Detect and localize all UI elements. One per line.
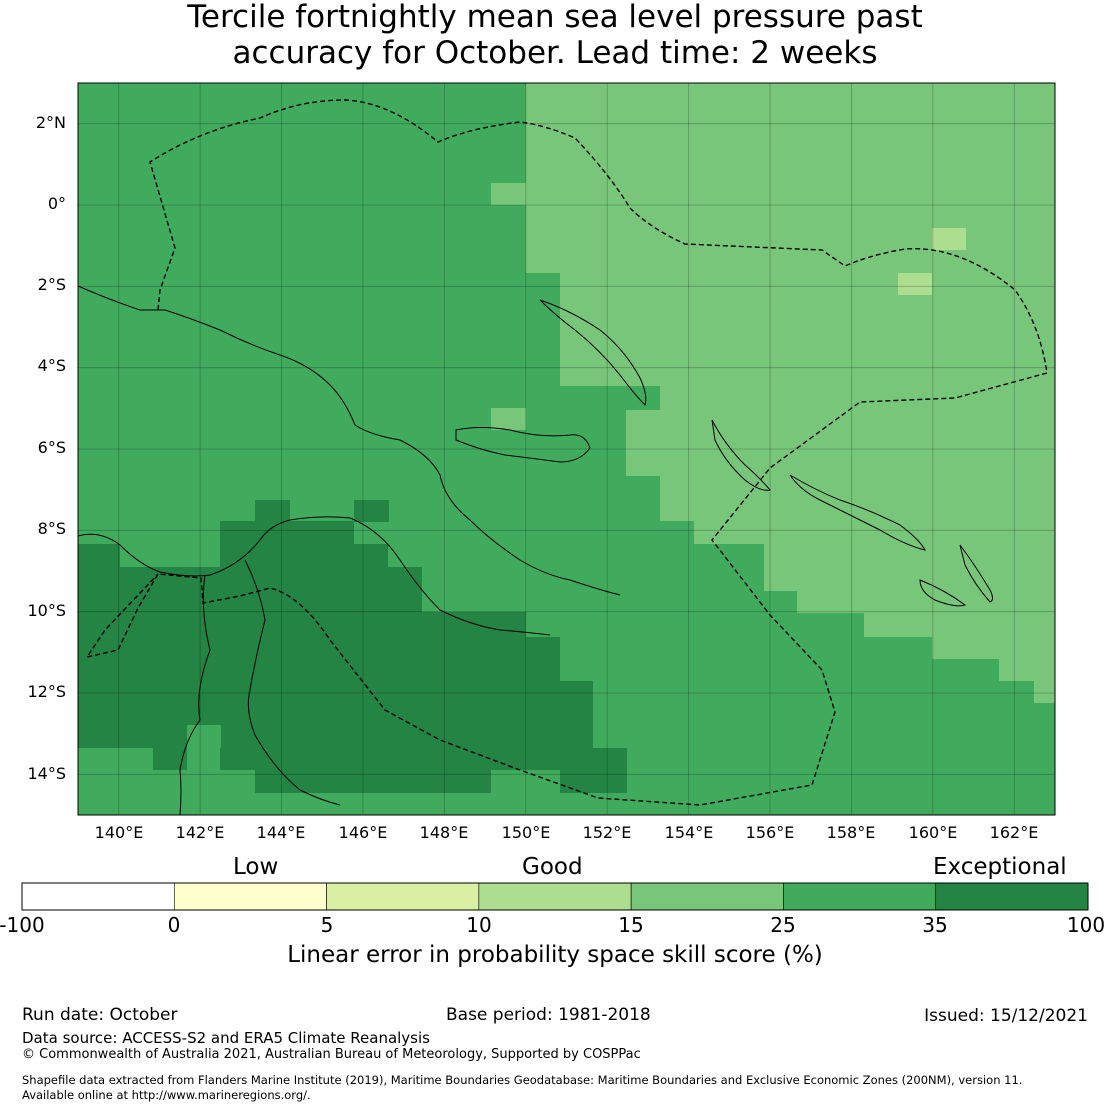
skill-region-25-35 <box>187 725 221 748</box>
colorbar-tick: 25 <box>770 913 796 937</box>
colorbar-tick: 35 <box>922 913 948 937</box>
lat-label: 14°S <box>27 764 66 783</box>
colorbar-tick: -100 <box>0 913 45 937</box>
eez-boundary-png <box>85 99 1048 806</box>
map-frame <box>77 82 1056 816</box>
lon-label: 150°E <box>501 823 551 842</box>
title-line-1: Tercile fortnightly mean sea level press… <box>187 0 923 35</box>
colorbar-frame <box>21 882 1089 911</box>
lon-label: 162°E <box>989 823 1039 842</box>
lat-label: 6°S <box>37 438 66 457</box>
title-line-2: accuracy for October. Lead time: 2 weeks <box>232 35 878 71</box>
coastlines <box>77 285 993 816</box>
category-label-good: Good <box>522 854 583 880</box>
category-label-exceptional: Exceptional <box>933 854 1067 880</box>
base-period: Base period: 1981-2018 <box>446 1005 651 1025</box>
colorbar-tick: 0 <box>167 913 181 937</box>
coastline-new-ireland <box>539 299 647 406</box>
lon-label: 142°E <box>175 823 225 842</box>
lon-label: 152°E <box>582 823 632 842</box>
data-source: Data source: ACCESS-S2 and ERA5 Climate … <box>22 1029 430 1047</box>
lon-label: 156°E <box>745 823 795 842</box>
copyright: © Commonwealth of Australia 2021, Austra… <box>22 1047 641 1062</box>
lat-label: 2°N <box>35 113 66 132</box>
coastline-bougainville <box>711 419 771 491</box>
lon-label: 140°E <box>94 823 144 842</box>
lon-label: 158°E <box>826 823 876 842</box>
colorbar-segment <box>173 882 327 911</box>
colorbar-tick: 100 <box>1066 913 1106 937</box>
skill-region-10-15 <box>932 228 966 250</box>
colorbar-tick: 15 <box>618 913 644 937</box>
category-label-low: Low <box>233 854 279 880</box>
eez-boundaries <box>85 99 1048 806</box>
lon-label: 144°E <box>256 823 306 842</box>
lat-label: 10°S <box>27 601 66 620</box>
colorbar-title: Linear error in probability space skill … <box>287 942 823 968</box>
colorbar-segment <box>783 882 937 911</box>
colorbar-tick: 5 <box>320 913 334 937</box>
coastline-new-guinea <box>77 285 621 636</box>
shapefile-credit: Shapefile data extracted from Flanders M… <box>22 1073 1023 1087</box>
colorbar-segment <box>21 882 175 911</box>
skill-region-25-35 <box>526 273 560 365</box>
colorbar-segment <box>326 882 480 911</box>
skill-region-15-25 <box>491 408 526 430</box>
issued-date: Issued: 15/12/2021 <box>924 1006 1088 1026</box>
graticule <box>78 83 1055 815</box>
colorbar <box>21 882 1089 911</box>
lon-label: 160°E <box>908 823 958 842</box>
lon-label: 148°E <box>419 823 469 842</box>
colorbar-segment <box>478 882 632 911</box>
colorbar-segment <box>935 882 1089 911</box>
skill-region-15-25 <box>491 183 526 205</box>
lat-label: 4°S <box>37 356 66 375</box>
skill-region-15-25 <box>526 83 1055 703</box>
skill-region-35-100 <box>354 500 389 522</box>
lat-label: 12°S <box>27 682 66 701</box>
lat-label: 2°S <box>37 275 66 294</box>
coastline-solomon-islands <box>789 474 993 607</box>
coastline-cape-york <box>179 559 341 816</box>
run-date: Run date: October <box>22 1005 178 1025</box>
shapefile-url: Available online at http://www.marinereg… <box>22 1088 311 1102</box>
colorbar-tick: 10 <box>466 913 492 937</box>
lon-label: 154°E <box>664 823 714 842</box>
lon-label: 146°E <box>338 823 388 842</box>
lat-label: 8°S <box>37 519 66 538</box>
map-panel <box>78 83 1055 815</box>
colorbar-segment <box>630 882 784 911</box>
coastline-new-britain <box>455 427 591 463</box>
skill-region-10-15 <box>898 273 932 295</box>
lat-label: 0° <box>47 194 66 213</box>
